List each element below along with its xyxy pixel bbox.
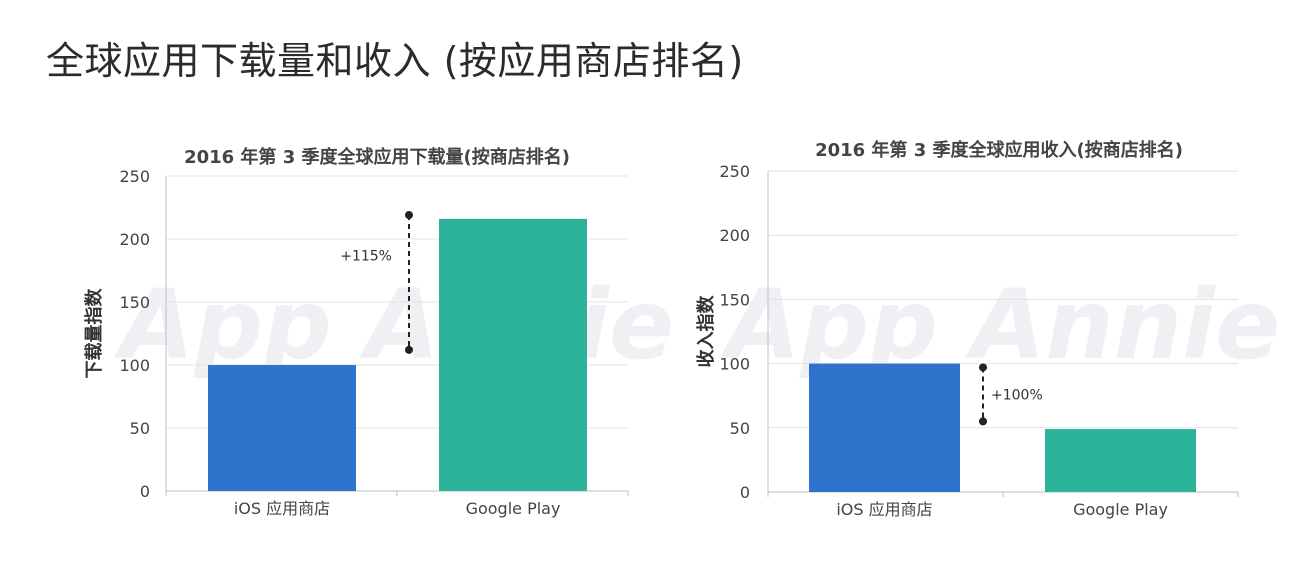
y-tick-label: 250 bbox=[719, 162, 750, 181]
chart-title: 2016 年第 3 季度全球应用收入(按商店排名) bbox=[815, 139, 1183, 161]
y-tick-label: 200 bbox=[719, 226, 750, 245]
chart-title: 2016 年第 3 季度全球应用下载量(按商店排名) bbox=[184, 146, 570, 168]
bar-google-play bbox=[1045, 429, 1196, 492]
x-category-label: iOS 应用商店 bbox=[836, 500, 932, 519]
y-tick-label: 250 bbox=[119, 167, 150, 186]
x-category-label: Google Play bbox=[466, 499, 561, 518]
bar-ios bbox=[809, 363, 960, 492]
x-category-label: Google Play bbox=[1073, 500, 1168, 519]
y-tick-label: 100 bbox=[119, 356, 150, 375]
annotation-dot-bottom bbox=[405, 345, 413, 354]
bar-google-play bbox=[439, 218, 587, 491]
y-tick-label: 0 bbox=[740, 483, 750, 502]
annotation-label: +100% bbox=[991, 387, 1043, 403]
y-tick-label: 100 bbox=[719, 355, 750, 374]
annotation-dot-top bbox=[979, 363, 987, 372]
y-axis-label: 下载量指数 bbox=[83, 288, 105, 379]
annotation-dot-bottom bbox=[979, 417, 987, 426]
y-tick-label: 200 bbox=[119, 230, 150, 249]
y-axis-label: 收入指数 bbox=[695, 295, 717, 368]
annotation-dot-top bbox=[405, 211, 413, 220]
y-tick-label: 150 bbox=[719, 290, 750, 309]
y-tick-label: 50 bbox=[130, 419, 150, 438]
bar-ios bbox=[208, 365, 356, 491]
x-category-label: iOS 应用商店 bbox=[234, 499, 330, 518]
page-title: 全球应用下载量和收入 (按应用商店排名) bbox=[46, 39, 744, 83]
y-tick-label: 150 bbox=[119, 293, 150, 312]
watermark: App Annie bbox=[719, 269, 1280, 381]
y-tick-label: 0 bbox=[140, 482, 150, 501]
annotation-label: +115% bbox=[340, 248, 392, 264]
y-tick-label: 50 bbox=[730, 419, 750, 438]
